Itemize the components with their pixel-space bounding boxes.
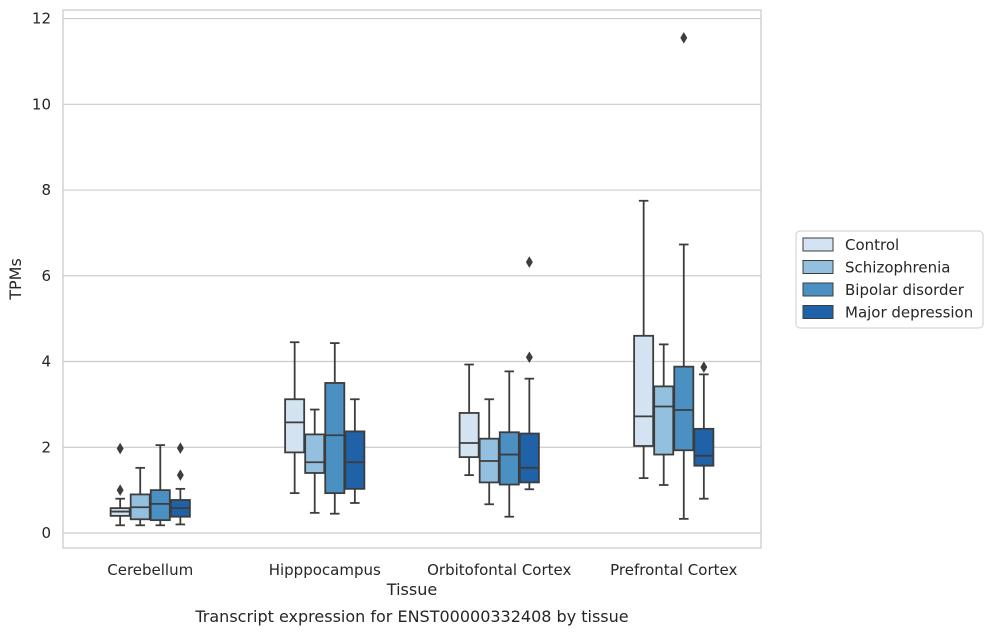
y-tick-label: 8 bbox=[41, 181, 51, 199]
box-major-depression bbox=[169, 442, 191, 526]
box-iqr bbox=[498, 431, 520, 486]
box-control bbox=[109, 442, 131, 527]
x-tick-label: Orbitofontal Cortex bbox=[427, 561, 571, 579]
box-iqr bbox=[149, 489, 171, 522]
box-bipolar-disorder bbox=[673, 32, 695, 520]
legend-label: Major depression bbox=[845, 304, 973, 322]
box-schizophrenia bbox=[653, 343, 675, 486]
chart-caption: Transcript expression for ENST0000033240… bbox=[194, 607, 628, 626]
y-axis-label: TPMs bbox=[6, 258, 25, 301]
y-tick-label: 0 bbox=[41, 524, 51, 542]
box-iqr bbox=[284, 398, 306, 454]
outlier-point bbox=[176, 469, 184, 481]
legend-label: Control bbox=[845, 236, 899, 254]
y-tick-label: 12 bbox=[32, 10, 51, 28]
box-iqr bbox=[344, 430, 366, 490]
y-tick-label: 6 bbox=[41, 267, 51, 285]
box-iqr bbox=[653, 385, 675, 456]
legend-swatch bbox=[802, 305, 834, 319]
box-iqr bbox=[673, 365, 695, 452]
outlier-point bbox=[116, 442, 124, 455]
outlier-point bbox=[525, 351, 533, 364]
outlier-point bbox=[525, 256, 533, 268]
box-bipolar-disorder bbox=[324, 342, 346, 515]
box-control bbox=[633, 199, 655, 480]
box-bipolar-disorder bbox=[498, 370, 520, 518]
box-bipolar-disorder bbox=[149, 444, 171, 527]
x-axis-ticks: Cerebellum Hipppocampus Orbitofontal Corte… bbox=[107, 561, 737, 579]
legend-swatch bbox=[802, 237, 834, 252]
legend-swatch bbox=[802, 260, 834, 274]
box-schizophrenia bbox=[304, 408, 326, 514]
box-iqr bbox=[324, 382, 346, 495]
box-iqr bbox=[633, 334, 655, 447]
x-tick-label: Hipppocampus bbox=[269, 561, 381, 579]
x-tick-label: Cerebellum bbox=[107, 561, 193, 579]
x-axis-label: Tissue bbox=[386, 580, 437, 599]
x-tick-label: Prefrontal Cortex bbox=[610, 561, 737, 579]
outlier-point bbox=[680, 32, 688, 44]
box-major-depression bbox=[693, 361, 715, 500]
box-iqr bbox=[518, 432, 540, 484]
legend: Control Schizophrenia Bipolar disorder Majo… bbox=[795, 230, 984, 329]
box-control bbox=[284, 341, 306, 495]
y-tick-label: 10 bbox=[32, 95, 51, 113]
box-major-depression bbox=[518, 256, 540, 491]
y-tick-label: 2 bbox=[41, 438, 51, 456]
box-iqr bbox=[693, 427, 715, 467]
legend-label: Schizophrenia bbox=[845, 259, 950, 277]
y-axis-ticks: 0 2 4 6 8 10 12 bbox=[32, 10, 51, 542]
grid-lines bbox=[63, 17, 761, 534]
box-schizophrenia bbox=[129, 466, 151, 527]
outlier-point bbox=[700, 361, 708, 373]
legend-label: Bipolar disorder bbox=[845, 281, 965, 299]
outlier-point bbox=[176, 442, 184, 454]
box-iqr bbox=[458, 412, 480, 459]
legend-frame bbox=[795, 230, 984, 329]
legend-swatch bbox=[802, 282, 834, 297]
box-iqr bbox=[304, 433, 326, 474]
boxes bbox=[109, 32, 715, 527]
plot-area-frame bbox=[62, 9, 762, 549]
box-schizophrenia bbox=[478, 398, 500, 506]
box-major-depression bbox=[344, 398, 366, 504]
y-tick-label: 4 bbox=[41, 353, 51, 371]
box-control bbox=[458, 363, 480, 477]
outlier-point bbox=[116, 484, 124, 496]
